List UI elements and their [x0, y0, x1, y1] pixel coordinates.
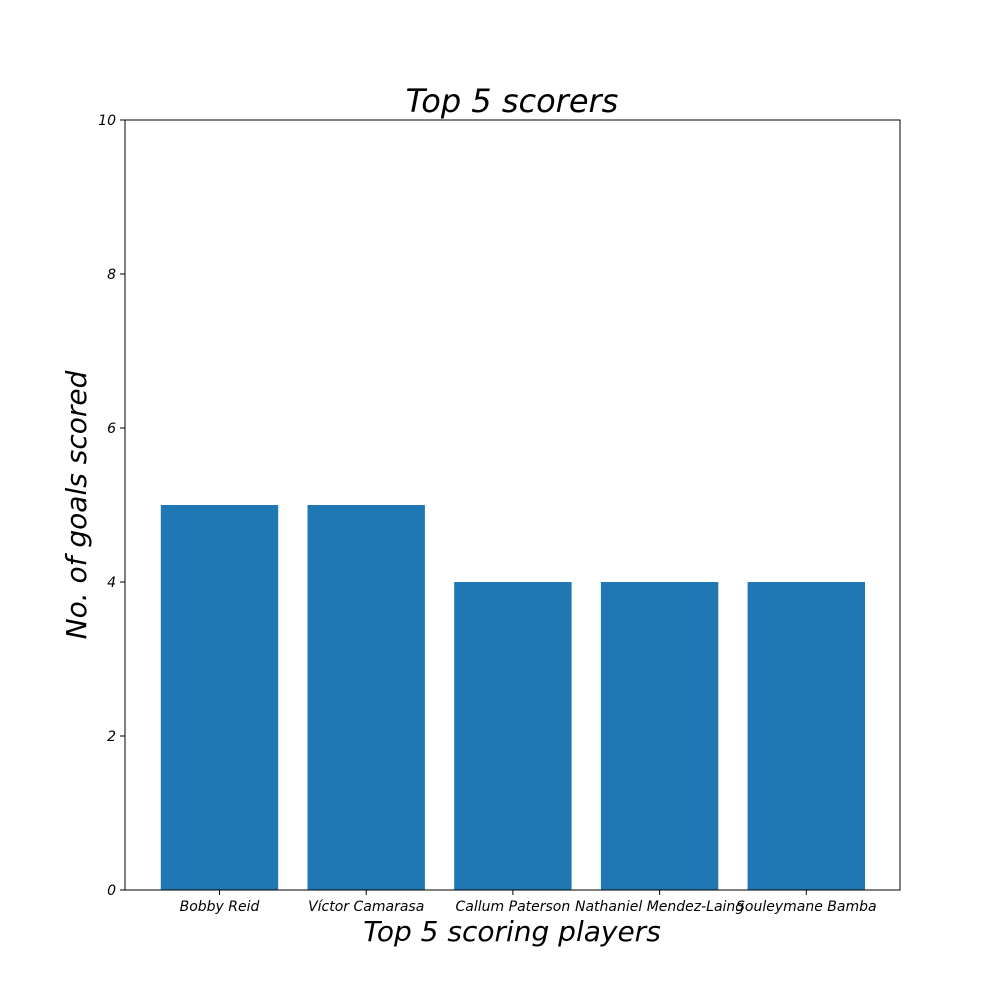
- chart-title: Top 5 scorers: [406, 82, 619, 120]
- bar: [160, 505, 279, 890]
- y-tick-label: 0: [107, 883, 116, 899]
- x-tick-label: Callum Paterson: [456, 899, 571, 915]
- y-tick-label: 6: [107, 421, 116, 437]
- bar: [600, 582, 719, 890]
- x-tick-label: Souleymane Bamba: [736, 899, 877, 915]
- plot-frame: [124, 119, 901, 891]
- y-tick-label: 2: [107, 729, 116, 745]
- bar: [307, 505, 425, 890]
- x-tick-label: Nathaniel Mendez-Laing: [575, 899, 744, 915]
- y-tick-label: 4: [107, 575, 116, 591]
- y-axis-label: No. of goals scored: [60, 370, 93, 639]
- plot-area: 0 2 4 6 8 10 Bobby Reid Víctor Camarasa Callum P…: [98, 113, 876, 915]
- y-tick-label: 8: [107, 267, 116, 283]
- x-axis-label: Top 5 scoring players: [363, 915, 661, 948]
- bar: [454, 582, 572, 890]
- y-tick-label: 10: [98, 113, 116, 129]
- x-tick-label: Víctor Camarasa: [308, 899, 424, 915]
- bar: [747, 582, 865, 890]
- x-tick-label: Bobby Reid: [180, 899, 260, 915]
